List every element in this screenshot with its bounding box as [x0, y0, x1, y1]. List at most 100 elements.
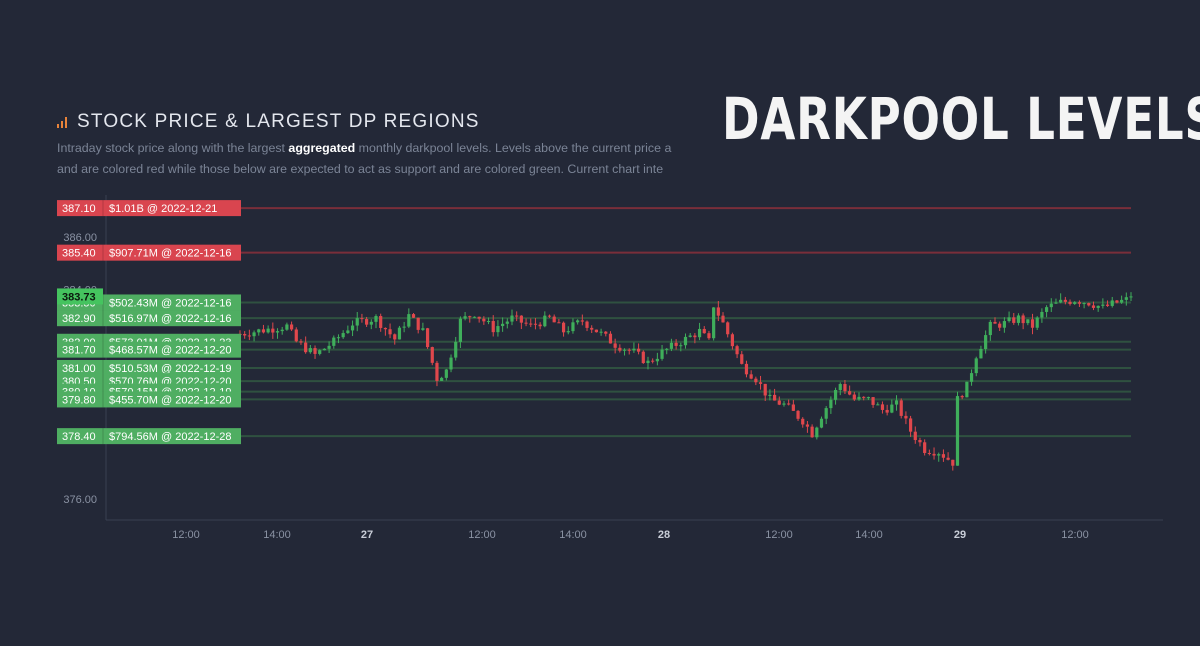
- candle-up: [1110, 300, 1114, 306]
- candle-up: [501, 323, 505, 327]
- candle-up: [341, 333, 345, 338]
- candle-down: [758, 382, 763, 384]
- candle-down: [1012, 317, 1016, 323]
- candle-up: [318, 350, 322, 354]
- x-tick-label: 12:00: [765, 529, 793, 541]
- candle-up: [1035, 317, 1039, 328]
- candle-down: [529, 323, 533, 325]
- candle-down: [871, 397, 875, 405]
- x-tick-label: 27: [361, 529, 373, 541]
- candle-up: [712, 307, 716, 339]
- x-tick-label: 14:00: [855, 529, 883, 541]
- candle-up: [350, 325, 355, 331]
- candle-up: [1016, 315, 1021, 323]
- candle-down: [435, 362, 439, 381]
- candle-down: [913, 431, 917, 441]
- level-amount-label: $468.57M @ 2022-12-20: [109, 345, 231, 357]
- candle-down: [651, 360, 655, 362]
- candle-up: [890, 404, 894, 413]
- candle-up: [1054, 302, 1058, 304]
- support-level-badge: [57, 359, 241, 376]
- candle-up: [576, 320, 580, 323]
- candle-down: [383, 327, 387, 330]
- candle-down: [749, 374, 753, 379]
- candle-up: [458, 318, 463, 342]
- candle-down: [707, 333, 711, 339]
- candle-up: [402, 326, 406, 328]
- level-price-label: 381.00: [62, 363, 96, 375]
- candle-up: [679, 345, 683, 347]
- candle-down: [313, 348, 317, 354]
- candle-up: [683, 336, 688, 346]
- candle-down: [904, 415, 908, 419]
- candle-down: [637, 348, 641, 352]
- candle-down: [862, 396, 866, 398]
- x-tick-label: 14:00: [559, 529, 587, 541]
- candle-down: [791, 404, 795, 411]
- candle-down: [810, 426, 814, 438]
- candle-up: [440, 377, 444, 381]
- candle-down: [1030, 319, 1035, 328]
- candle-down: [918, 440, 922, 443]
- candle-up: [688, 335, 692, 337]
- candle-down: [993, 321, 997, 324]
- candle-up: [1124, 297, 1128, 300]
- candle-up: [669, 342, 674, 349]
- candle-up: [444, 369, 448, 378]
- bar-chart-icon: [57, 116, 69, 128]
- candle-up: [660, 349, 664, 359]
- candle-up: [505, 321, 509, 324]
- candle-down: [735, 346, 739, 355]
- resistance-level-badge: [57, 244, 241, 261]
- candle-up: [622, 349, 627, 351]
- candle-down: [946, 457, 950, 460]
- candle-down: [927, 452, 931, 454]
- candle-down: [693, 335, 697, 338]
- candle-down: [618, 347, 622, 351]
- candle-down: [299, 341, 303, 343]
- candle-up: [374, 316, 378, 322]
- candle-up: [327, 345, 331, 349]
- candle-down: [848, 391, 852, 395]
- candle-down: [557, 322, 561, 324]
- candle-down: [604, 331, 608, 334]
- candle-down: [594, 329, 598, 333]
- level-amount-label: $907.71M @ 2022-12-16: [109, 248, 231, 260]
- current-price-label: 383.73: [62, 291, 96, 303]
- candle-down: [796, 410, 800, 419]
- y-tick-label: 386.00: [63, 232, 97, 244]
- banner-title: DARKPOOL LEVELS: [722, 85, 1200, 153]
- candle-up: [979, 349, 983, 359]
- section-header: STOCK PRICE & LARGEST DP REGIONS: [57, 110, 480, 134]
- level-amount-label: $794.56M @ 2022-12-28: [109, 431, 231, 443]
- candle-up: [824, 408, 828, 419]
- description-line-2: and are colored red while those below ar…: [57, 162, 664, 176]
- candle-down: [726, 322, 730, 335]
- candle-up: [266, 328, 270, 333]
- desc-bold-word: aggregated: [288, 141, 356, 155]
- candle-down: [388, 329, 392, 335]
- candle-up: [1082, 303, 1086, 305]
- candle-down: [787, 403, 791, 405]
- y-tick-label: 376.00: [63, 494, 97, 506]
- candle-down: [1063, 299, 1067, 302]
- candle-down: [590, 327, 594, 330]
- candle-down: [923, 442, 927, 453]
- candle-down: [538, 324, 542, 327]
- candle-down: [744, 363, 749, 375]
- candle-up: [937, 454, 941, 456]
- candle-down: [261, 329, 266, 333]
- candle-up: [472, 316, 477, 318]
- candle-down: [941, 454, 946, 458]
- x-tick-label: 29: [954, 529, 966, 541]
- candle-up: [285, 324, 289, 330]
- x-tick-label: 28: [658, 529, 670, 541]
- candle-down: [1021, 315, 1025, 324]
- level-price-label: 387.10: [62, 203, 96, 215]
- candle-up: [1002, 321, 1006, 328]
- description-line-1: Intraday stock price along with the larg…: [57, 138, 695, 159]
- candle-up: [697, 328, 702, 338]
- candle-up: [463, 316, 467, 319]
- candle-down: [533, 323, 538, 325]
- x-tick-label: 14:00: [263, 529, 291, 541]
